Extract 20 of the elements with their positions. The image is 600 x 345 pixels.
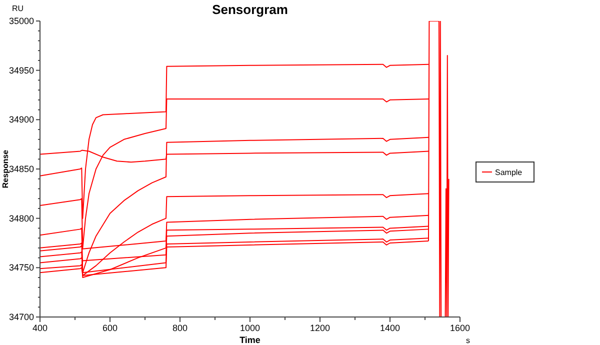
y-tick-label: 35000 [8, 16, 34, 26]
x-tick-label: 1000 [240, 323, 260, 333]
y-tick-label: 34800 [8, 213, 34, 224]
legend-label: Sample [495, 168, 523, 177]
y-tick-label: 34900 [8, 114, 34, 125]
y-tick-label: 34950 [8, 65, 34, 76]
x-tick-label: 600 [102, 323, 118, 333]
x-tick-label: 1400 [380, 323, 400, 333]
x-tick-label: 800 [172, 323, 188, 333]
y-tick-label: 34700 [8, 312, 34, 322]
y-axis-title: Response [1, 149, 10, 188]
x-tick-label: 1200 [310, 323, 330, 333]
y-tick-label: 34750 [8, 262, 34, 273]
text: RU [12, 4, 24, 13]
text: s [466, 336, 470, 345]
x-axis-title: Time [240, 335, 260, 345]
chart-title: Sensorgram [212, 2, 288, 17]
x-tick-label: 400 [32, 323, 48, 333]
y-tick-label: 34850 [8, 164, 34, 174]
x-tick-label: 1600 [450, 323, 470, 333]
